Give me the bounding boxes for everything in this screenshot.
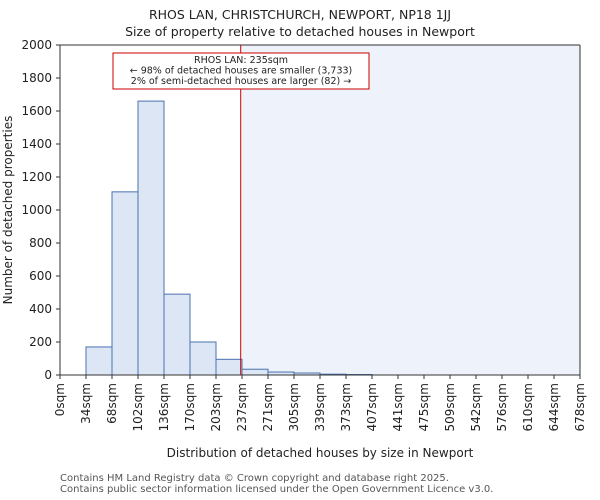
annotation-line-1: RHOS LAN: 235sqm xyxy=(194,55,288,66)
chart-subtitle: Size of property relative to detached ho… xyxy=(125,24,475,39)
x-tick-label-5: 170sqm xyxy=(183,383,197,431)
bar-7 xyxy=(241,368,269,376)
y-axis-label: Number of detached properties xyxy=(1,116,15,305)
x-tick-label-15: 509sqm xyxy=(443,383,457,431)
y-tick-label-1: 200 xyxy=(29,335,52,349)
y-tick-label-4: 800 xyxy=(29,236,52,250)
x-tick-label-9: 305sqm xyxy=(287,383,301,431)
y-tick-label-9: 1800 xyxy=(21,71,52,85)
x-tick-label-6: 203sqm xyxy=(209,383,223,431)
bar-1 xyxy=(85,346,113,376)
highlight-region xyxy=(240,45,580,375)
x-tick-label-14: 475sqm xyxy=(417,383,431,431)
x-axis-label: Distribution of detached houses by size … xyxy=(167,446,474,460)
y-tick-label-6: 1200 xyxy=(21,170,52,184)
y-tick-label-3: 600 xyxy=(29,269,52,283)
annotation-line-2: ← 98% of detached houses are smaller (3,… xyxy=(130,66,353,77)
x-tick-label-16: 542sqm xyxy=(469,383,483,431)
chart-svg: 0 200 400 600 800 1000 1200 1400 1600 1800 2000 0sq… xyxy=(1,38,587,460)
x-tick-label-20: 678sqm xyxy=(573,383,587,431)
bar-2 xyxy=(111,191,139,376)
x-tick-label-11: 373sqm xyxy=(339,383,353,431)
x-tick-label-7: 237sqm xyxy=(235,383,249,431)
y-tick-label-10: 2000 xyxy=(21,38,52,52)
x-tick-label-10: 339sqm xyxy=(313,383,327,431)
x-tick-label-17: 576sqm xyxy=(495,383,509,431)
y-tick-label-0: 0 xyxy=(44,368,52,382)
x-tick-label-3: 102sqm xyxy=(131,383,145,431)
x-tick-label-4: 136sqm xyxy=(157,383,171,431)
y-tick-label-7: 1400 xyxy=(21,137,52,151)
bar-5 xyxy=(189,341,217,376)
y-tick-label-5: 1000 xyxy=(21,203,52,217)
x-tick-label-2: 68sqm xyxy=(105,383,119,424)
bar-3 xyxy=(137,100,165,376)
chart-title: RHOS LAN, CHRISTCHURCH, NEWPORT, NP18 1J… xyxy=(148,7,452,22)
bar-6 xyxy=(215,358,243,376)
footer-copyright: Contains HM Land Registry data © Crown c… xyxy=(60,473,449,484)
annotation-box xyxy=(112,52,370,90)
y-tick-label-2: 400 xyxy=(29,302,52,316)
footer-licence: Contains public sector information licen… xyxy=(60,484,494,495)
bar-4 xyxy=(163,293,191,376)
x-tick-label-1: 34sqm xyxy=(79,383,93,424)
x-tick-label-19: 644sqm xyxy=(547,383,561,431)
x-tick-label-13: 441sqm xyxy=(391,383,405,431)
x-tick-label-0: 0sqm xyxy=(53,383,67,416)
y-tick-label-8: 1600 xyxy=(21,104,52,118)
x-tick-label-12: 407sqm xyxy=(365,383,379,431)
x-tick-label-8: 271sqm xyxy=(261,383,275,431)
x-tick-label-18: 610sqm xyxy=(521,383,535,431)
annotation-line-3: 2% of semi-detached houses are larger (8… xyxy=(131,76,351,87)
